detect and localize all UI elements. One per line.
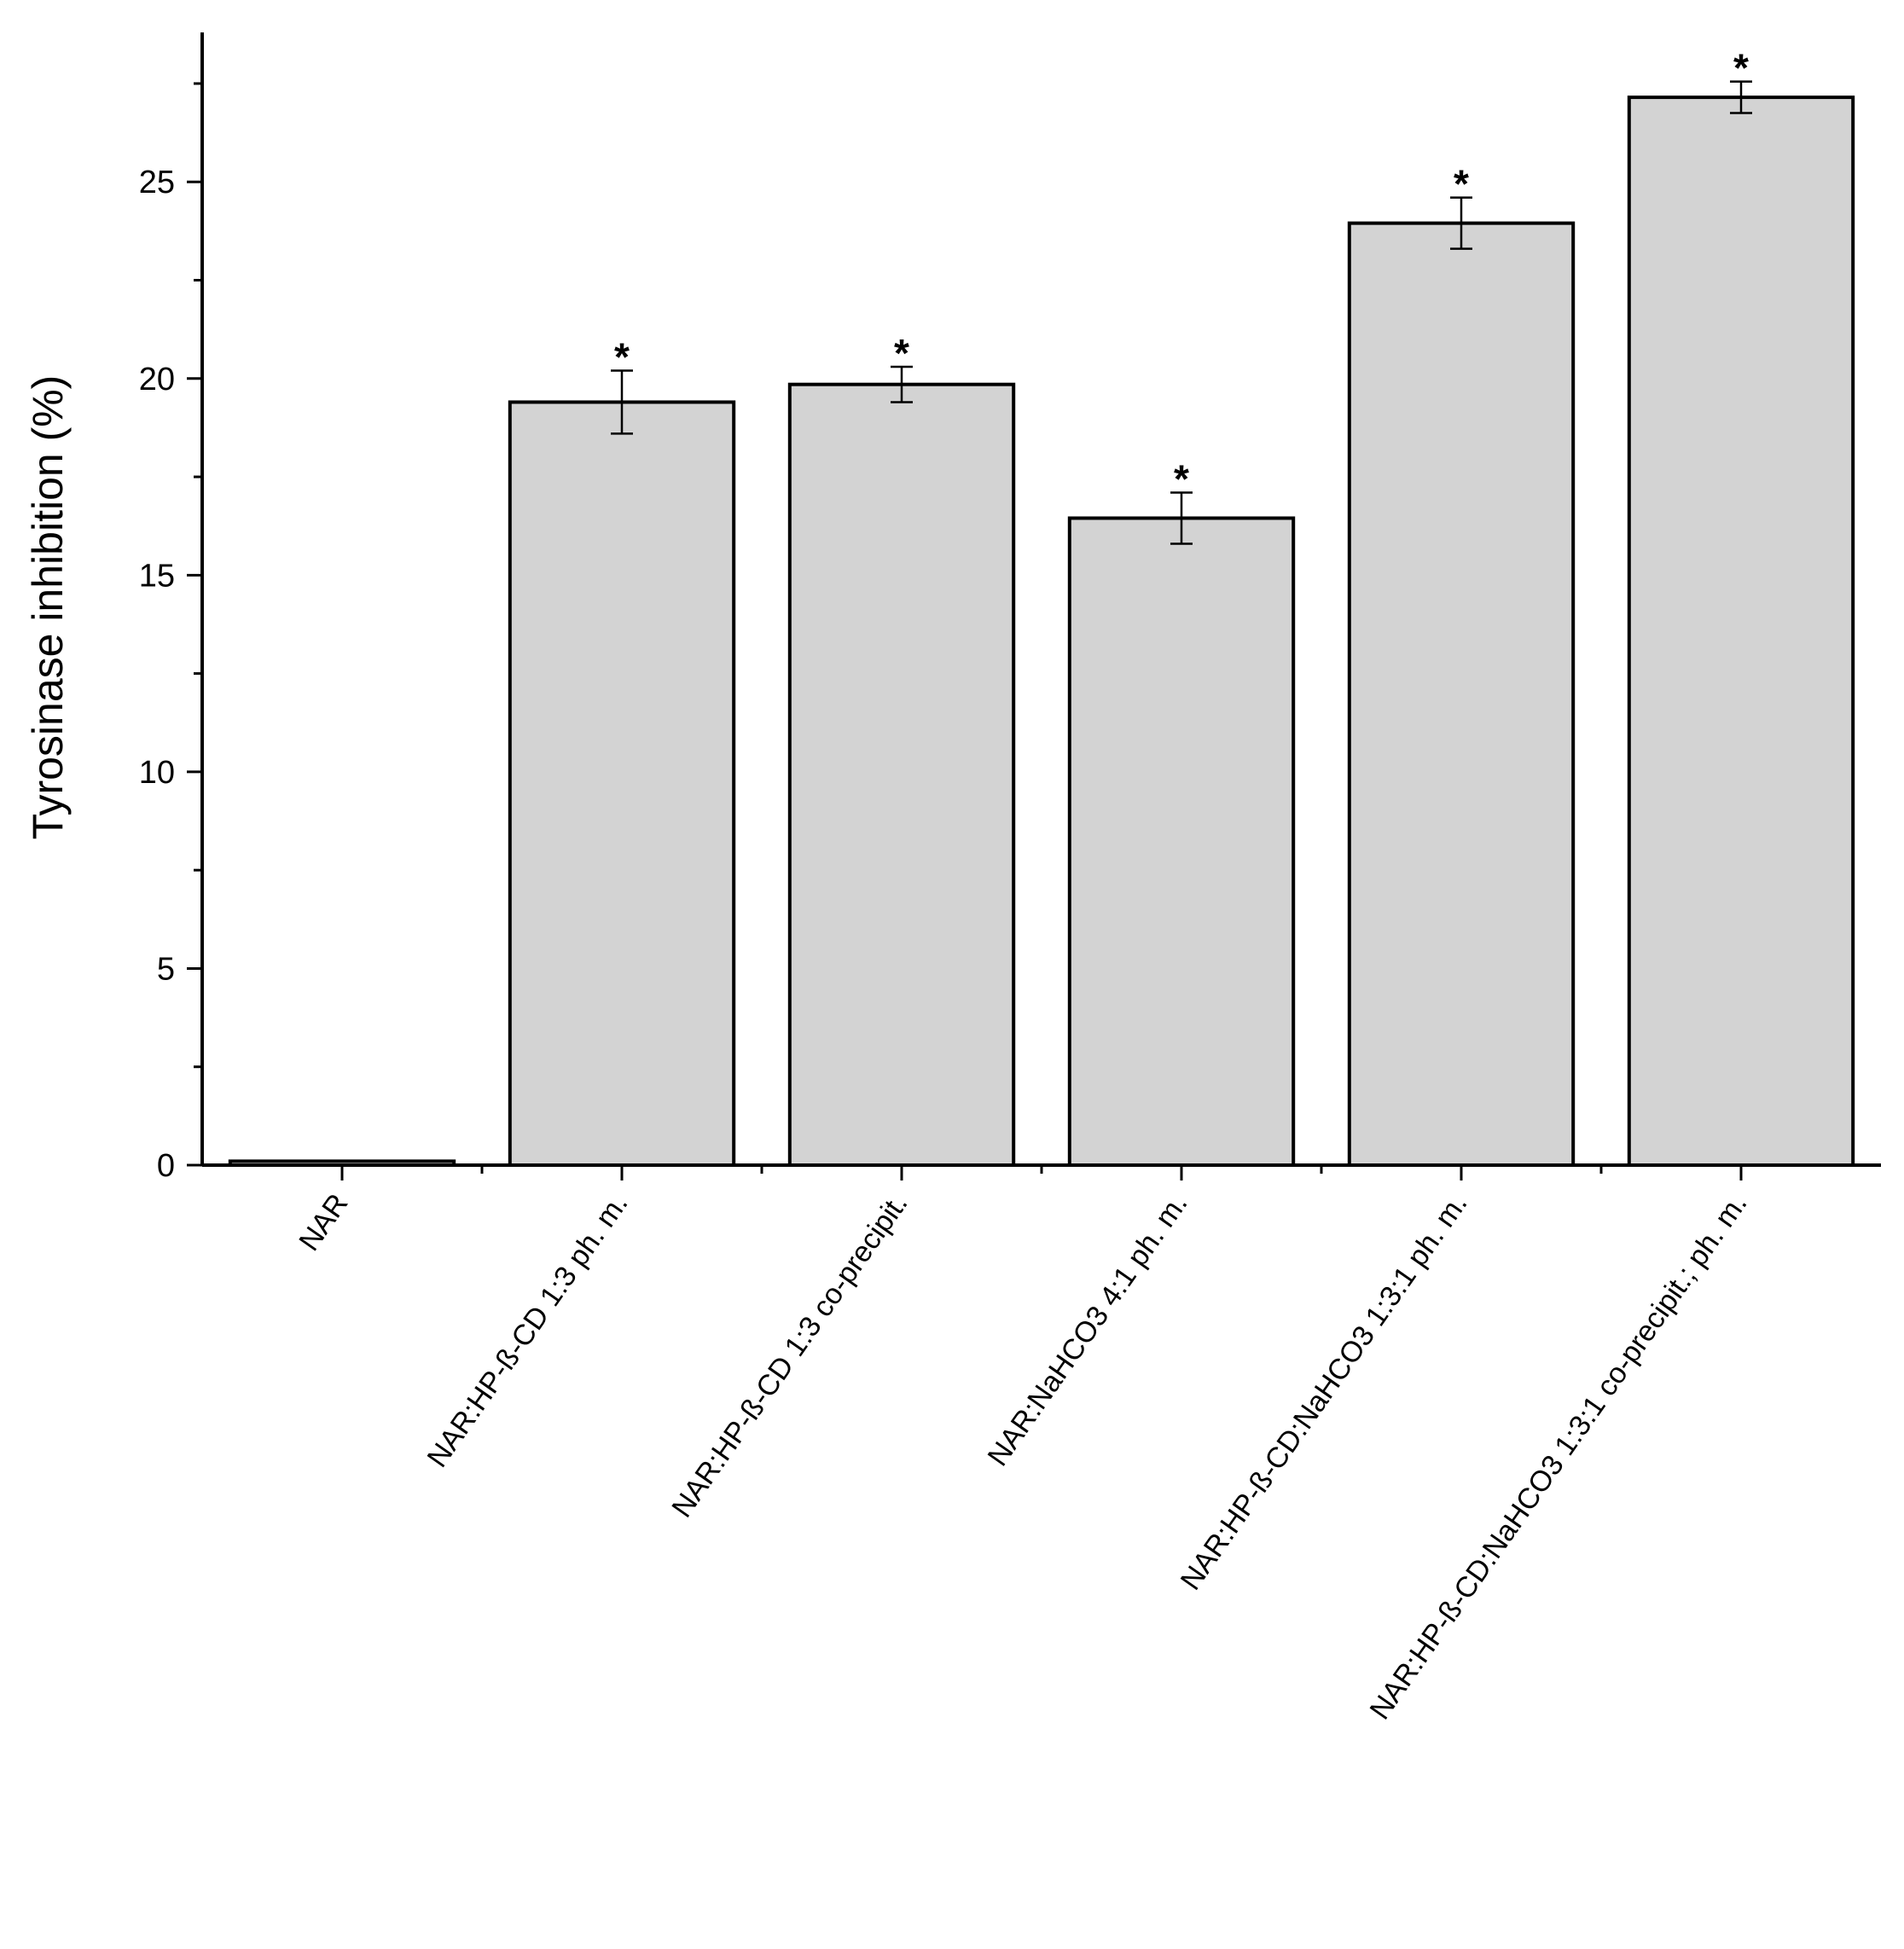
- y-axis-label: Tyrosinase inhibition (%): [24, 375, 72, 840]
- y-tick-label: 20: [139, 362, 175, 397]
- bar: [1347, 221, 1576, 1167]
- x-tick-label: NAR:HP-ß-CD:NaHCO3 1:3:1 ph. m.: [1175, 1188, 1474, 1596]
- significance-marker: *: [614, 335, 630, 380]
- y-tick-label: 0: [157, 1148, 175, 1184]
- x-ticks-layer: NAR NAR:HP-ß-CD 1:3 ph. m. NAR:HP-ß-CD 1:3…: [293, 1165, 1754, 1726]
- bar: [1627, 96, 1855, 1167]
- bar: [1067, 516, 1296, 1167]
- x-tick-label: NAR:HP-ß-CD 1:3 co-precipit.: [665, 1188, 914, 1523]
- y-tick-label: 10: [139, 755, 175, 791]
- significance-marker: *: [894, 331, 909, 375]
- significance-marker: *: [1733, 46, 1749, 90]
- significance-marker: *: [1454, 162, 1469, 206]
- x-tick-label: NAR:HP-ß-CD 1:3 ph. m.: [421, 1188, 635, 1473]
- y-tick-label: 25: [139, 165, 175, 200]
- y-tick-label: 15: [139, 558, 175, 594]
- x-tick-label: NAR:NaHCO3 4:1 ph. m.: [982, 1188, 1194, 1472]
- x-tick-label: NAR: [293, 1188, 354, 1257]
- y-tick-label: 5: [157, 951, 175, 987]
- error-bars-layer: [611, 80, 1752, 545]
- bar: [508, 400, 736, 1167]
- bar: [787, 382, 1016, 1167]
- significance-marker: *: [1174, 457, 1189, 502]
- y-ticks-layer: 0 5 10 15 20 25: [139, 82, 202, 1184]
- bars-layer: [228, 96, 1855, 1168]
- significance-layer: * * * * *: [614, 46, 1749, 502]
